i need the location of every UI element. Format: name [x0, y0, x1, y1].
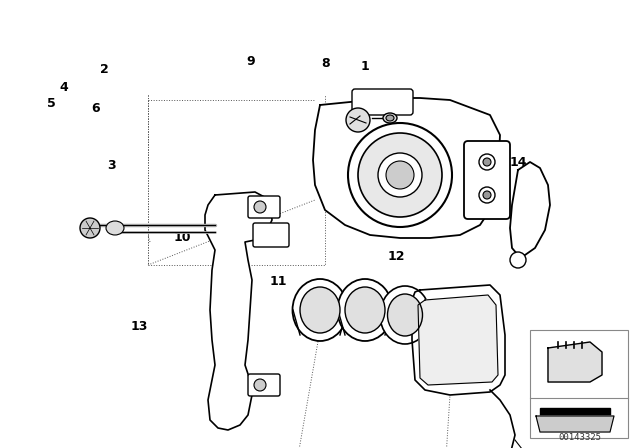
Circle shape [358, 133, 442, 217]
Circle shape [483, 191, 491, 199]
Text: 10: 10 [173, 231, 191, 244]
Circle shape [483, 158, 491, 166]
Text: 9: 9 [246, 55, 255, 69]
Ellipse shape [386, 115, 394, 121]
Circle shape [386, 161, 414, 189]
FancyBboxPatch shape [464, 141, 510, 219]
Polygon shape [548, 342, 602, 382]
Text: 13: 13 [131, 319, 148, 333]
Circle shape [348, 123, 452, 227]
Ellipse shape [383, 113, 397, 123]
FancyBboxPatch shape [248, 196, 280, 218]
Ellipse shape [106, 221, 124, 235]
Circle shape [80, 218, 100, 238]
Polygon shape [418, 295, 498, 385]
Polygon shape [540, 408, 610, 416]
Polygon shape [313, 98, 500, 238]
Circle shape [254, 201, 266, 213]
Text: 11: 11 [269, 275, 287, 288]
Text: 00143325: 00143325 [559, 434, 602, 443]
Circle shape [510, 252, 526, 268]
Ellipse shape [300, 287, 340, 333]
Ellipse shape [380, 286, 430, 344]
Polygon shape [412, 285, 505, 395]
Text: 8: 8 [321, 57, 330, 70]
Text: 3: 3 [108, 159, 116, 172]
FancyBboxPatch shape [352, 89, 413, 115]
FancyBboxPatch shape [248, 374, 280, 396]
Text: 14: 14 [509, 155, 527, 169]
Polygon shape [205, 192, 272, 430]
Circle shape [378, 153, 422, 197]
Text: 6: 6 [92, 102, 100, 115]
FancyBboxPatch shape [253, 223, 289, 247]
Ellipse shape [345, 287, 385, 333]
Ellipse shape [337, 279, 392, 341]
Text: 14: 14 [326, 305, 344, 318]
Circle shape [479, 187, 495, 203]
Ellipse shape [292, 279, 348, 341]
Circle shape [346, 108, 370, 132]
Polygon shape [536, 416, 614, 432]
Text: 5: 5 [47, 97, 56, 111]
Circle shape [479, 154, 495, 170]
Circle shape [254, 379, 266, 391]
Text: 4: 4 [60, 81, 68, 94]
Text: 7: 7 [440, 154, 449, 167]
Text: 1: 1 [360, 60, 369, 73]
Bar [530, 330, 628, 438]
Text: 2: 2 [100, 63, 109, 76]
Text: 12: 12 [388, 250, 406, 263]
Ellipse shape [387, 294, 422, 336]
